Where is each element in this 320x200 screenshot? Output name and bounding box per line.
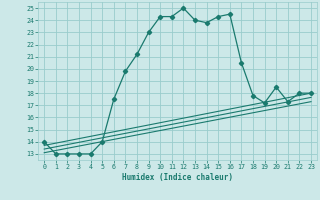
X-axis label: Humidex (Indice chaleur): Humidex (Indice chaleur) bbox=[122, 173, 233, 182]
